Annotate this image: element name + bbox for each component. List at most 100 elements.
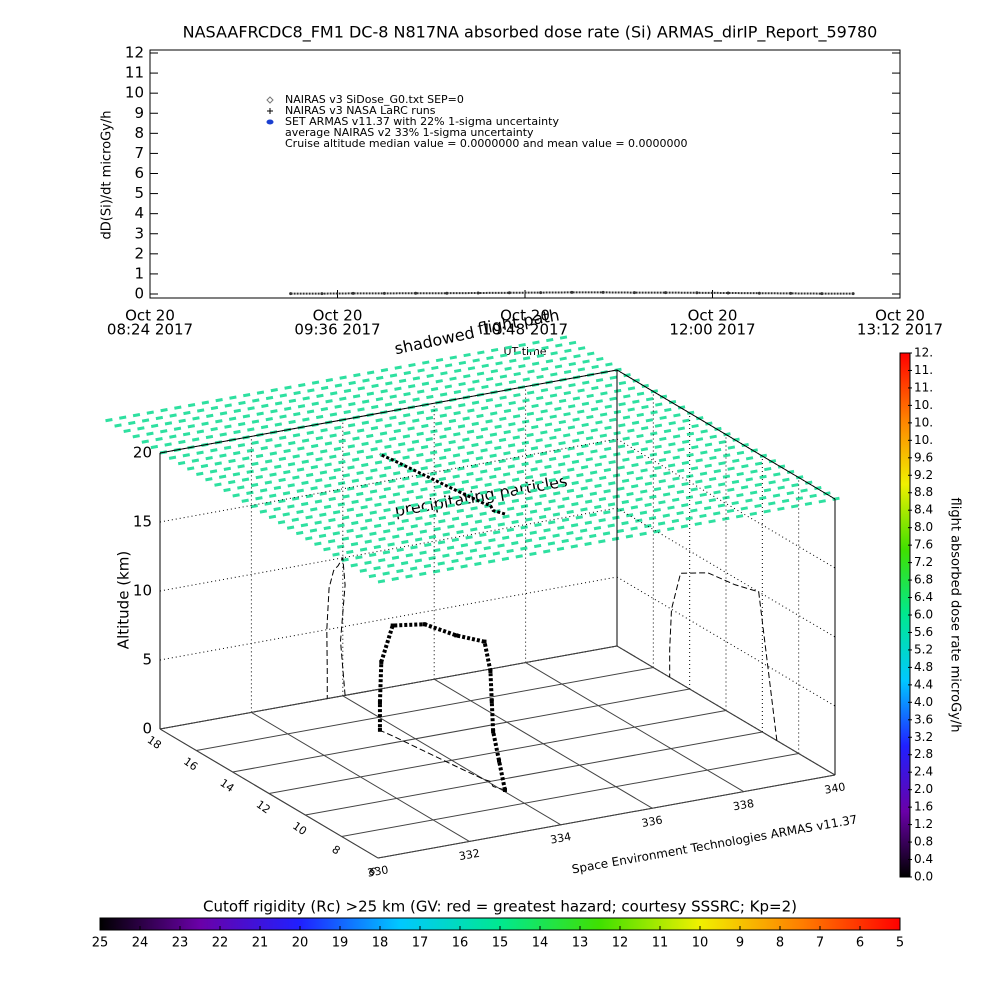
- y-tick-label: 12: [125, 44, 144, 62]
- colorbar-tick-label: 9: [736, 936, 744, 951]
- colorbar-tick-label: 8: [776, 936, 784, 951]
- z-tick-label: 0: [142, 720, 152, 738]
- colorbar-tick-label: 15: [492, 936, 509, 951]
- colorbar-tick-label: 7: [816, 936, 824, 951]
- grid-line: [159, 507, 618, 592]
- legend-label: SET ARMAS v11.37 with 22% 1-sigma uncert…: [285, 115, 559, 128]
- z-tick-label: 10: [133, 582, 152, 600]
- grid-line: [305, 731, 763, 816]
- z-tick-label: 20: [133, 444, 152, 462]
- dose-point: [414, 291, 418, 295]
- dose-point: [601, 290, 605, 294]
- particle-band: [368, 490, 836, 579]
- annotation: shadowed: [393, 323, 476, 358]
- colorbar-tick-label: 9.6: [914, 450, 933, 464]
- y-tick-label: 10: [125, 84, 144, 102]
- flight-point: [488, 668, 493, 673]
- dose-point: [632, 291, 636, 295]
- lon-tick-label: 330: [366, 863, 389, 879]
- grid-line: [159, 576, 618, 661]
- colorbar-tick-label: 7.2: [914, 555, 933, 569]
- ground-shadow: [379, 729, 506, 791]
- legend-label: average NAIRAS v2 33% 1-sigma uncertaint…: [285, 126, 534, 139]
- particle-band: [168, 372, 636, 460]
- colorbar-tick-label: 20: [292, 936, 309, 951]
- colorbar-tick-label: 8.4: [914, 503, 933, 517]
- colorbar-tick-label: 4.4: [914, 677, 933, 691]
- top-shadow: [378, 452, 506, 516]
- colorbar-tick-label: 11: [652, 936, 669, 951]
- flight-point: [489, 699, 494, 704]
- colorbar-tick-label: 17: [412, 936, 429, 951]
- colorbar-tick-label: 22: [212, 936, 229, 951]
- colorbar-tick-label: 4.8: [914, 660, 933, 674]
- colorbar-tick-label: 11.: [914, 380, 933, 394]
- particle-band: [277, 436, 745, 525]
- lat-tick-label: 14: [217, 776, 236, 795]
- colorbar-tick-label: 0.8: [914, 835, 933, 849]
- dose-point: [351, 291, 355, 295]
- dose-point: [789, 291, 793, 295]
- particle-band: [323, 463, 790, 552]
- flight-point: [422, 622, 427, 627]
- flight-point: [454, 633, 459, 638]
- x-tick-label: Oct 20: [500, 307, 550, 325]
- colorbar-tick-label: 6.4: [914, 590, 933, 604]
- z-tick-label: 5: [142, 651, 152, 669]
- colorbar-tick-label: 10.: [914, 433, 933, 447]
- credit: Space Environment Technologies ARMAS v11…: [571, 812, 859, 876]
- dose-point: [382, 291, 386, 295]
- particle-band: [359, 485, 827, 573]
- particle-band: [259, 425, 727, 514]
- grid-line: [377, 774, 836, 859]
- y-tick-label: 4: [134, 204, 144, 222]
- particle-band: [186, 382, 654, 471]
- particle-band: [123, 345, 591, 433]
- x-tick-label: 09:36 2017: [294, 321, 380, 339]
- flight-point: [379, 659, 384, 664]
- lat-tick-label: 12: [254, 798, 273, 817]
- legend-label: NAIRAS v3 NASA LaRC runs: [285, 104, 436, 117]
- z-tick-label: 15: [133, 513, 152, 531]
- dose-point: [445, 291, 449, 295]
- particle-band: [350, 479, 818, 568]
- grid-line: [341, 753, 799, 837]
- flight-point: [491, 729, 496, 734]
- lon-tick-label: 334: [549, 830, 572, 846]
- flight-path: [377, 622, 507, 791]
- particle-band: [177, 377, 645, 466]
- particle-band: [377, 495, 845, 584]
- y-tick-label: 0: [134, 285, 144, 303]
- grid-line: [268, 710, 727, 794]
- dose-point: [695, 291, 699, 295]
- dose-point: [726, 291, 730, 295]
- y-tick-label: 1: [134, 264, 144, 282]
- colorbar-tick-label: 14: [532, 936, 549, 951]
- dose-point: [507, 291, 511, 295]
- wall-shadow: [326, 556, 346, 699]
- colorbar-tick-label: 10: [692, 936, 709, 951]
- colorbar-tick-label: 8.8: [914, 485, 933, 499]
- colorbar-tick-label: 19: [332, 936, 349, 951]
- flight-point: [497, 758, 502, 763]
- y-tick-label: 7: [134, 144, 144, 162]
- grid-line: [159, 438, 618, 523]
- colorbar-tick-label: 4.0: [914, 695, 933, 709]
- dose-point: [539, 291, 543, 295]
- dose-point: [289, 292, 293, 296]
- x-tick-label: Oct 20: [688, 307, 738, 325]
- colorbar-tick-label: 5.2: [914, 642, 933, 656]
- plot-frame: [149, 49, 901, 299]
- particle-band: [214, 399, 681, 487]
- lat-tick-label: 10: [290, 819, 309, 838]
- colorbar-tick-label: 12: [612, 936, 629, 951]
- lon-tick-label: 336: [641, 813, 664, 829]
- particle-band: [114, 339, 581, 428]
- x-tick-label: Oct 20: [125, 307, 175, 325]
- colorbar-tick-label: 24: [132, 936, 149, 951]
- particle-band: [132, 350, 600, 439]
- x-tick-label: Oct 20: [875, 307, 925, 325]
- box-edge: [616, 369, 836, 500]
- particle-band: [205, 393, 672, 482]
- x-tick-label: Oct 20: [313, 307, 363, 325]
